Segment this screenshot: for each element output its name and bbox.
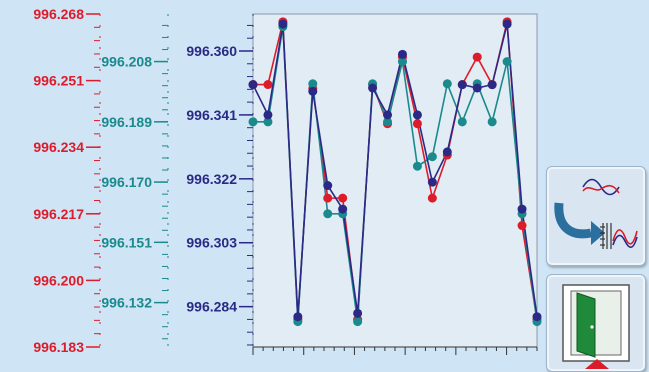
navy-data-point (517, 204, 527, 214)
navy-data-point (397, 49, 407, 59)
teal-tick-label: 996.208 (101, 54, 152, 70)
teal-data-point (442, 79, 452, 89)
teal-data-point (427, 152, 437, 162)
teal-data-point (263, 117, 273, 127)
navy-tick-label: 996.284 (186, 299, 237, 315)
switch-view-button[interactable] (546, 166, 646, 266)
red-data-point (412, 119, 422, 129)
teal-data-point (353, 317, 363, 327)
navy-data-point (248, 80, 258, 90)
navy-data-point (338, 204, 348, 214)
red-tick-label: 996.200 (33, 272, 84, 288)
exit-button[interactable] (546, 274, 646, 372)
navy-data-point (412, 110, 422, 120)
navy-data-point (308, 86, 318, 96)
navy-data-point (457, 80, 467, 90)
teal-tick-label: 996.189 (101, 114, 152, 130)
navy-data-point (472, 83, 482, 93)
navy-data-point (427, 177, 437, 187)
navy-tick-label: 996.322 (186, 171, 237, 187)
red-data-point (338, 193, 348, 203)
plot-area (252, 13, 538, 348)
exit-door-icon (562, 284, 630, 369)
navy-data-point (502, 19, 512, 29)
teal-data-point (383, 117, 393, 127)
teal-data-point (323, 209, 333, 219)
navy-data-point (323, 181, 333, 191)
navy-data-point (353, 308, 363, 318)
teal-tick-label: 996.132 (101, 295, 152, 311)
teal-data-point (308, 79, 318, 89)
navy-data-point (278, 19, 288, 29)
navy-data-point (263, 110, 273, 120)
navy-tick-label: 996.341 (186, 107, 237, 123)
teal-data-point (412, 161, 422, 171)
navy-data-point (368, 83, 378, 93)
teal-tick-label: 996.151 (101, 234, 152, 250)
red-tick-label: 996.217 (33, 206, 84, 222)
red-data-point (517, 221, 527, 231)
navy-tick-label: 996.303 (186, 235, 237, 251)
navy-data-point (532, 312, 542, 322)
navy-data-point (487, 80, 497, 90)
navy-data-point (442, 147, 452, 157)
teal-data-point (248, 117, 258, 127)
navy-data-point (293, 312, 303, 322)
teal-data-point (502, 57, 512, 67)
navy-data-point (383, 110, 393, 120)
red-data-point (472, 52, 482, 62)
chart-switch-icon (554, 178, 638, 249)
red-data-point (323, 193, 333, 203)
red-tick-label: 996.183 (33, 339, 84, 355)
trend-chart: 996.268 996.251 996.234 996.217 996.200 996.1… (33, 6, 542, 355)
red-data-point (427, 193, 437, 203)
teal-data-point (457, 117, 467, 127)
red-tick-label: 996.234 (33, 139, 84, 155)
teal-data-point (397, 57, 407, 67)
red-data-point (263, 80, 273, 90)
navy-tick-label: 996.360 (186, 43, 237, 59)
red-tick-label: 996.251 (33, 73, 84, 89)
teal-tick-label: 996.170 (101, 174, 152, 190)
teal-data-point (487, 117, 497, 127)
red-tick-label: 996.268 (33, 6, 84, 22)
